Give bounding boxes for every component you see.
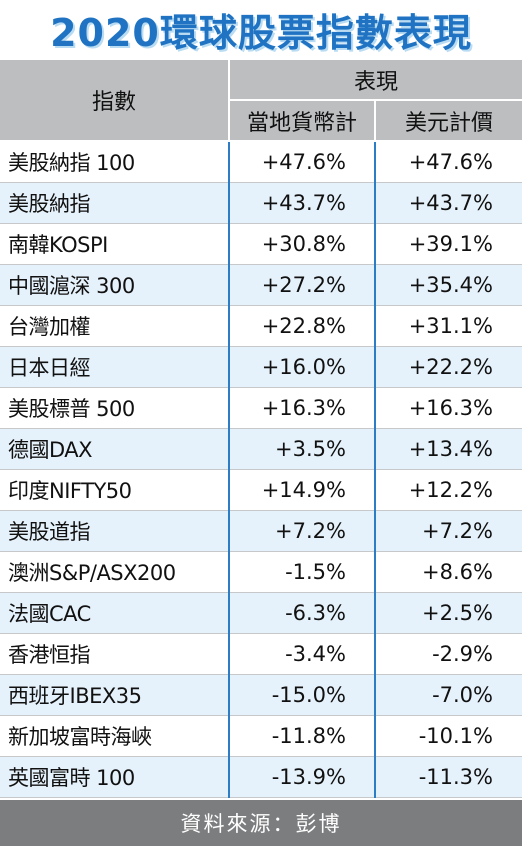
table-row: 英國富時 100 -13.9% -11.3%	[0, 757, 522, 798]
table-row: 美股道指 +7.2% +7.2%	[0, 511, 522, 552]
local-currency-cell: +30.8%	[261, 232, 346, 256]
local-currency-cell: +27.2%	[261, 273, 346, 297]
local-currency-cell: -11.8%	[271, 724, 346, 748]
table-row: 美股納指 +43.7% +43.7%	[0, 183, 522, 224]
usd-cell: +7.2%	[422, 519, 493, 543]
local-currency-cell: +7.2%	[275, 519, 346, 543]
index-name-cell: 新加坡富時海峽	[8, 725, 152, 749]
local-currency-cell: -15.0%	[271, 683, 346, 707]
index-name-cell: 日本日經	[8, 356, 91, 380]
index-name-cell: 德國DAX	[8, 438, 93, 462]
local-currency-cell: -1.5%	[285, 560, 346, 584]
index-name-cell: 英國富時 100	[8, 766, 135, 790]
header-usd: 美元計價	[376, 101, 522, 140]
index-name-cell: 美股標普 500	[8, 397, 135, 421]
table-row: 新加坡富時海峽 -11.8% -10.1%	[0, 716, 522, 757]
table-row: 中國滬深 300 +27.2% +35.4%	[0, 265, 522, 306]
local-currency-cell: -13.9%	[271, 765, 346, 789]
usd-cell: -2.9%	[432, 642, 493, 666]
local-currency-cell: +16.3%	[261, 396, 346, 420]
table-row: 美股標普 500 +16.3% +16.3%	[0, 388, 522, 429]
usd-cell: +2.5%	[422, 601, 493, 625]
usd-cell: -10.1%	[418, 724, 493, 748]
index-name-cell: 南韓KOSPI	[8, 233, 108, 257]
usd-cell: +8.6%	[422, 560, 493, 584]
local-currency-cell: -3.4%	[285, 642, 346, 666]
index-name-cell: 美股道指	[8, 520, 91, 544]
index-name-cell: 美股納指 100	[8, 151, 135, 175]
local-currency-cell: -6.3%	[285, 601, 346, 625]
index-name-cell: 西班牙IBEX35	[8, 684, 142, 708]
header-local-currency: 當地貨幣計	[230, 101, 374, 140]
table-row: 印度NIFTY50 +14.9% +12.2%	[0, 470, 522, 511]
index-name-cell: 法國CAC	[8, 602, 91, 626]
table-row: 台灣加權 +22.8% +31.1%	[0, 306, 522, 347]
table-row: 德國DAX +3.5% +13.4%	[0, 429, 522, 470]
usd-cell: +47.6%	[408, 150, 493, 174]
table-row: 日本日經 +16.0% +22.2%	[0, 347, 522, 388]
usd-cell: +12.2%	[408, 478, 493, 502]
usd-cell: +39.1%	[408, 232, 493, 256]
local-currency-cell: +3.5%	[275, 437, 346, 461]
index-name-cell: 香港恒指	[8, 643, 91, 667]
usd-cell: +22.2%	[408, 355, 493, 379]
index-name-cell: 印度NIFTY50	[8, 479, 132, 503]
index-name-cell: 美股納指	[8, 192, 91, 216]
column-divider-right	[374, 142, 376, 798]
header-index: 指數	[0, 60, 228, 140]
index-name-cell: 中國滬深 300	[8, 274, 135, 298]
usd-cell: +16.3%	[408, 396, 493, 420]
table-row: 美股納指 100 +47.6% +47.6%	[0, 142, 522, 183]
table-row: 法國CAC -6.3% +2.5%	[0, 593, 522, 634]
index-name-cell: 台灣加權	[8, 315, 91, 339]
table-row: 香港恒指 -3.4% -2.9%	[0, 634, 522, 675]
local-currency-cell: +43.7%	[261, 191, 346, 215]
usd-cell: -7.0%	[432, 683, 493, 707]
local-currency-cell: +16.0%	[261, 355, 346, 379]
usd-cell: +43.7%	[408, 191, 493, 215]
usd-cell: +31.1%	[408, 314, 493, 338]
table-row: 南韓KOSPI +30.8% +39.1%	[0, 224, 522, 265]
usd-cell: +35.4%	[408, 273, 493, 297]
usd-cell: +13.4%	[408, 437, 493, 461]
local-currency-cell: +47.6%	[261, 150, 346, 174]
usd-cell: -11.3%	[418, 765, 493, 789]
table-row: 西班牙IBEX35 -15.0% -7.0%	[0, 675, 522, 716]
column-divider-left	[228, 142, 230, 798]
index-name-cell: 澳洲S&P/ASX200	[8, 561, 176, 585]
local-currency-cell: +14.9%	[261, 478, 346, 502]
page-title: 2020環球股票指數表現	[50, 10, 472, 55]
header-performance: 表現	[230, 60, 522, 99]
local-currency-cell: +22.8%	[261, 314, 346, 338]
source-footer: 資料來源：彭博	[0, 800, 522, 846]
table-row: 澳洲S&P/ASX200 -1.5% +8.6%	[0, 552, 522, 593]
